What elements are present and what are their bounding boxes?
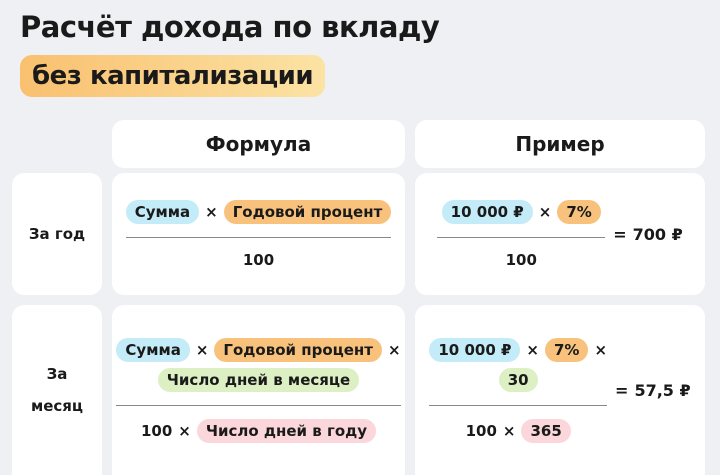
numerator-line: 30 — [498, 367, 538, 392]
fraction-bar — [116, 404, 401, 406]
operand: × — [195, 340, 209, 359]
pill: Число дней в году — [196, 418, 377, 443]
operand: × — [594, 340, 608, 359]
pill: 10 000 ₽ — [441, 199, 533, 224]
result: = 57,5 ₽ — [615, 381, 691, 400]
formula-cell: Сумма × Годовой процент 100 — [112, 173, 405, 295]
result-text: = — [613, 224, 627, 244]
pill: Годовой процент — [214, 337, 382, 362]
fraction-bar — [437, 236, 606, 238]
numerator-line: Сумма × Годовой процент × — [116, 337, 401, 362]
fraction-bar — [125, 236, 392, 238]
pill: 7% — [557, 199, 601, 224]
fraction: 10 000 ₽ × 7% × 30 100 × 365 — [429, 335, 608, 446]
operand: 100 — [505, 250, 537, 269]
operand: × — [178, 421, 191, 440]
pill: 365 — [521, 418, 571, 443]
subtitle: без капитализации — [20, 55, 326, 97]
pill: 7% — [545, 337, 589, 362]
title: Расчёт дохода по вкладу — [20, 10, 440, 44]
pill: Число дней в месяце — [157, 367, 360, 392]
denominator: 100 — [506, 251, 537, 269]
row-label: За месяц — [12, 305, 102, 475]
result-text: 700 ₽ — [632, 224, 683, 244]
fraction: Сумма × Годовой процент 100 — [125, 197, 392, 272]
numerator-line: 10 000 ₽ × 7% — [441, 199, 601, 224]
operand: × — [502, 421, 516, 440]
operand: × — [205, 202, 218, 221]
operand: 100 — [242, 250, 275, 269]
row-label: За год — [12, 173, 102, 295]
column-header: Пример — [415, 120, 705, 168]
numerator-line: Сумма × Годовой процент — [125, 199, 392, 224]
numerator-line: 10 000 ₽ × 7% × — [429, 337, 608, 362]
fraction: 10 000 ₽ × 7% 100 — [437, 197, 606, 272]
result: = 700 ₽ — [613, 225, 683, 244]
pill: 10 000 ₽ — [429, 337, 521, 362]
numerator-line: Число дней в месяце — [157, 367, 360, 392]
example: 10 000 ₽ × 7% 100 = 700 ₽ — [437, 197, 683, 272]
result-text: 57,5 ₽ — [634, 380, 691, 400]
operand: 100 — [465, 421, 497, 440]
pill: Сумма — [125, 199, 200, 224]
fraction: Сумма × Годовой процент × Число дней в месяц… — [116, 335, 401, 446]
operand: 100 — [140, 421, 173, 440]
denominator: 100 × 365 — [465, 418, 571, 443]
pill: Годовой процент — [223, 199, 392, 224]
operand: × — [538, 202, 552, 221]
example-cell: 10 000 ₽ × 7% × 30 100 × 365 = 57,5 ₽ — [415, 305, 705, 475]
operand: × — [526, 340, 539, 359]
formula-cell: Сумма × Годовой процент × Число дней в месяц… — [112, 305, 405, 475]
pill: Сумма — [116, 337, 190, 362]
denominator: 100 × Число дней в году — [140, 418, 377, 443]
result-text: = — [615, 380, 629, 400]
pill: 30 — [498, 367, 538, 392]
example: 10 000 ₽ × 7% × 30 100 × 365 = 57,5 ₽ — [429, 335, 691, 446]
denominator: 100 — [243, 251, 274, 269]
fraction-bar — [429, 404, 608, 406]
operand: × — [388, 340, 401, 359]
column-header: Формула — [112, 120, 405, 168]
example-cell: 10 000 ₽ × 7% 100 = 700 ₽ — [415, 173, 705, 295]
